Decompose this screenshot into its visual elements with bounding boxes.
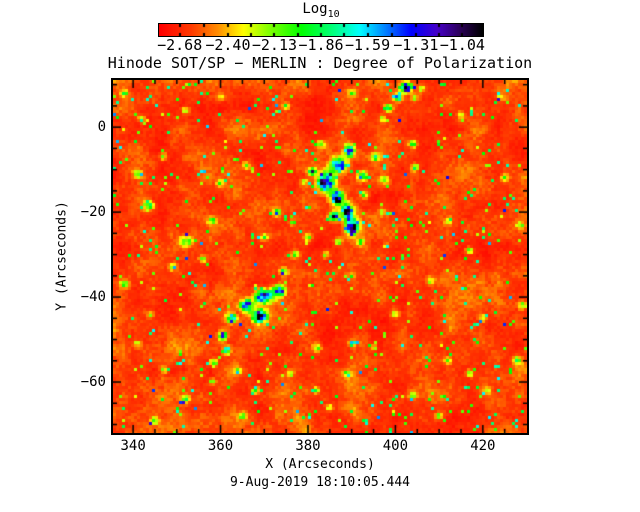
x-axis-label: X (Arcseconds) (265, 457, 375, 472)
timestamp: 9-Aug-2019 18:10:05.444 (229, 475, 410, 490)
x-tick-label: 360 (207, 438, 234, 454)
colorbar-tick-label: −1.59 (344, 36, 391, 54)
colorbar-title-subscript: 10 (327, 8, 340, 20)
colorbar-title: Log10 (159, 1, 483, 23)
colorbar-tick-label: −1.31 (393, 36, 439, 54)
colorbar-tick-label: −1.86 (298, 36, 344, 54)
colorbar-gradient (159, 24, 483, 36)
plot-title: Hinode SOT/SP − MERLIN : Degree of Polar… (107, 54, 533, 72)
colorbar (158, 23, 484, 37)
colorbar-tick-label: −2.13 (251, 36, 298, 54)
y-tick-label: −40 (80, 289, 106, 306)
y-tick-label: −20 (80, 204, 106, 221)
colorbar-tick-label: −2.68 (157, 36, 203, 54)
x-tick-label: 420 (470, 438, 496, 454)
y-tick-label: −60 (80, 374, 106, 391)
x-tick-label: 340 (120, 438, 146, 454)
heatmap-canvas (113, 80, 527, 433)
plot-frame (111, 78, 529, 435)
x-tick-label: 400 (382, 438, 409, 454)
y-axis-label: Y (Arcseconds) (54, 201, 70, 311)
colorbar-tick-label: −1.04 (439, 36, 485, 54)
colorbar-title-main: Log (302, 1, 328, 17)
colorbar-tick-label: −2.40 (205, 36, 251, 54)
x-tick-label: 380 (295, 438, 321, 454)
y-tick-label: 0 (97, 119, 106, 136)
